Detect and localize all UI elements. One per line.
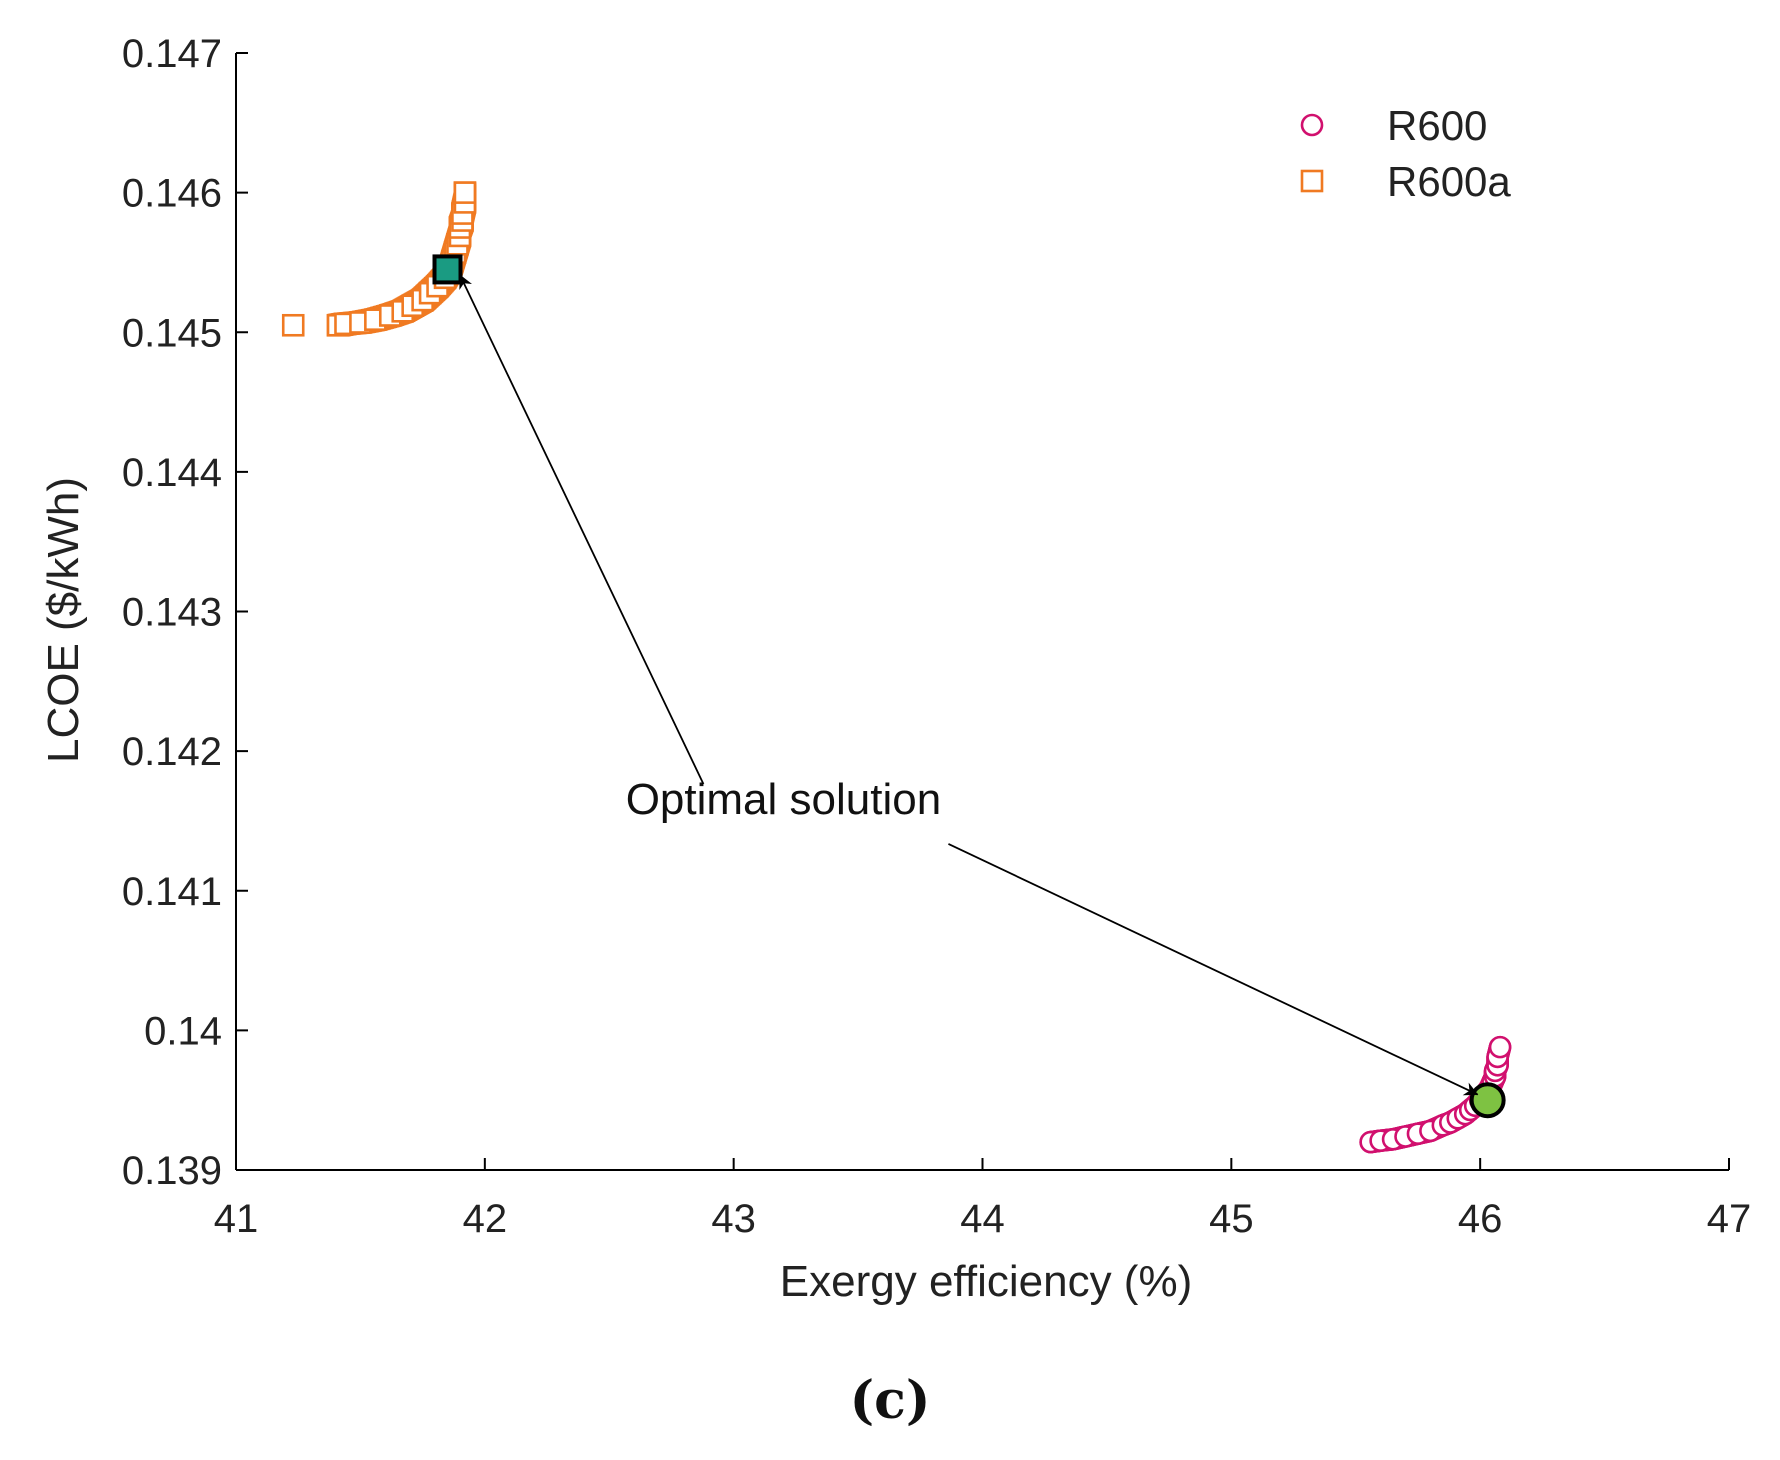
y-tick-label: 0.144	[122, 451, 222, 495]
y-tick-label: 0.141	[122, 870, 222, 914]
x-tick-label: 46	[1458, 1197, 1503, 1241]
x-tick-label: 47	[1707, 1197, 1752, 1241]
legend-label-r600: R600	[1387, 102, 1487, 149]
optimal-point-r600a	[432, 254, 463, 285]
y-tick-label: 0.146	[122, 172, 222, 216]
x-tick-label: 42	[463, 1197, 508, 1241]
optimal-point-r600	[1469, 1082, 1506, 1119]
legend-marker-r600	[1300, 113, 1324, 137]
legend-label-r600a: R600a	[1387, 158, 1511, 205]
y-tick-label: 0.14	[144, 1009, 222, 1053]
y-tick-label: 0.147	[122, 32, 222, 76]
data-point	[281, 313, 305, 337]
annotation-arrow	[459, 274, 705, 785]
annotation-arrow	[948, 843, 1479, 1096]
x-tick-label: 44	[960, 1197, 1005, 1241]
x-tick-label: 41	[214, 1197, 259, 1241]
legend: R600 R600a	[1300, 102, 1511, 205]
legend-marker-r600a	[1300, 169, 1324, 193]
y-tick-label: 0.143	[122, 591, 222, 635]
panel-label: (c)	[850, 1370, 931, 1431]
x-axis-title: Exergy efficiency (%)	[780, 1257, 1192, 1306]
data-point	[453, 181, 477, 204]
axes: 41 42 43 44 45 46 47 0.139 0.14 0.141 0.142 0.143 0.…	[122, 32, 1751, 1241]
annotation-text: Optimal solution	[626, 775, 941, 824]
y-tick-label: 0.139	[122, 1149, 222, 1193]
annotation-layer: Optimal solution	[432, 254, 1506, 1119]
x-tick-label: 43	[711, 1197, 756, 1241]
series-layer	[281, 181, 1512, 1154]
y-tick-label: 0.145	[122, 311, 222, 355]
y-axis-title: LCOE ($/kWh)	[39, 477, 88, 763]
x-tick-label: 45	[1209, 1197, 1254, 1241]
y-tick-label: 0.142	[122, 730, 222, 774]
data-point	[1488, 1035, 1512, 1059]
